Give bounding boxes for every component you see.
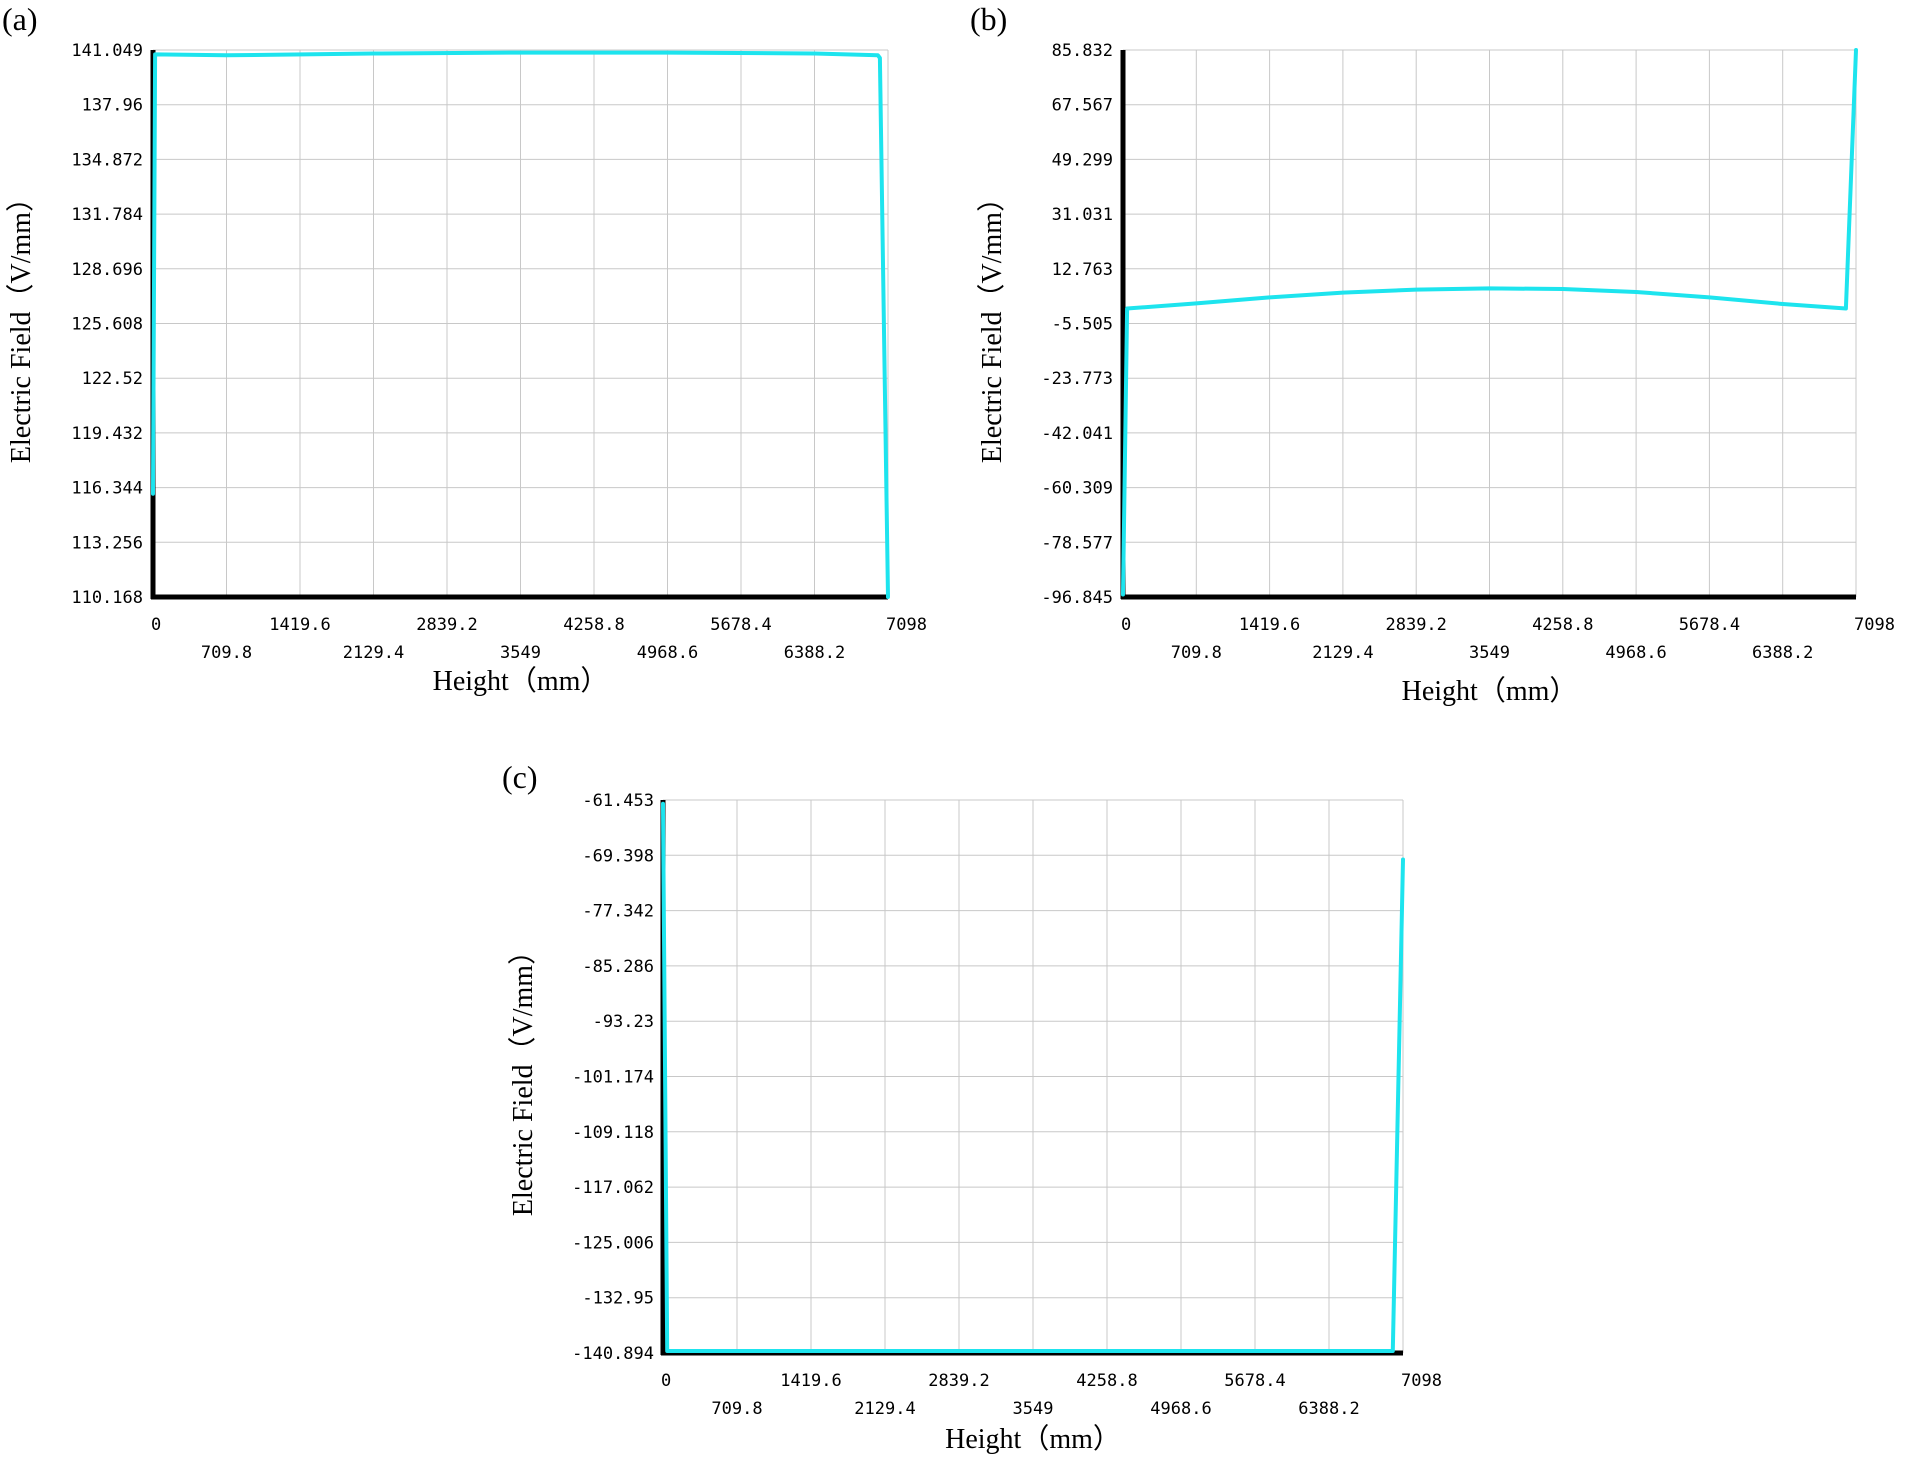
y-tick-label: -85.286 xyxy=(582,957,654,977)
x-tick-label: 4968.6 xyxy=(637,643,698,663)
series-line xyxy=(1121,48,1858,597)
y-tick-label: 131.784 xyxy=(71,205,143,225)
y-tick-label: 12.763 xyxy=(1052,260,1113,280)
y-tick-label: 85.832 xyxy=(1052,41,1113,61)
x-tick-label: 1419.6 xyxy=(1239,615,1300,635)
y-tick-label: -140.894 xyxy=(572,1344,654,1364)
y-tick-label: -117.062 xyxy=(572,1178,654,1198)
x-tick-label: 7098 xyxy=(1854,615,1895,635)
x-tick-label: 3549 xyxy=(1013,1399,1054,1419)
y-tick-label: -93.23 xyxy=(593,1012,654,1032)
y-tick-label: -132.95 xyxy=(582,1289,654,1309)
y-tick-label: -101.174 xyxy=(572,1068,654,1088)
x-tick-label: 3549 xyxy=(500,643,541,663)
y-tick-label: 137.96 xyxy=(82,96,143,116)
y-tick-label: -42.041 xyxy=(1041,424,1113,444)
y-tick-label: 141.049 xyxy=(71,41,143,61)
x-tick-label: 5678.4 xyxy=(710,615,771,635)
y-tick-label: 128.696 xyxy=(71,260,143,280)
series-line xyxy=(661,801,1405,1353)
x-tick-label: 0 xyxy=(661,1371,671,1391)
x-tick-label: 2129.4 xyxy=(854,1399,915,1419)
x-tick-label: 5678.4 xyxy=(1679,615,1740,635)
x-tick-label: 0 xyxy=(151,615,161,635)
x-tick-label: 1419.6 xyxy=(269,615,330,635)
x-tick-label: 0 xyxy=(1121,615,1131,635)
y-tick-label: 134.872 xyxy=(71,150,143,170)
series-line xyxy=(151,50,890,599)
y-tick-label: -78.577 xyxy=(1041,533,1113,553)
y-tick-label: -96.845 xyxy=(1041,588,1113,608)
chart-panel-a: (a) 141.049 137.96 134.872 131.784 128.696 125… xyxy=(2,1,927,697)
y-tick-label: 110.168 xyxy=(71,588,143,608)
x-tick-label: 4258.8 xyxy=(1076,1371,1137,1391)
x-tick-label: 6388.2 xyxy=(1752,643,1813,663)
x-tick-label: 2129.4 xyxy=(1312,643,1373,663)
x-axis-title: Height（mm） xyxy=(1402,675,1578,707)
chart-panel-c: (c) -61.453 -69.398 -77.342 -85.286 -93.23 -10… xyxy=(502,759,1442,1455)
y-axis-title: Electric Field（V/mm） xyxy=(5,184,37,463)
x-tick-label: 709.8 xyxy=(711,1399,762,1419)
y-tick-label: -77.342 xyxy=(582,902,654,922)
y-tick-label: -109.118 xyxy=(572,1123,654,1143)
x-tick-label: 4968.6 xyxy=(1150,1399,1211,1419)
y-tick-label: 125.608 xyxy=(71,315,143,335)
x-tick-label: 2839.2 xyxy=(416,615,477,635)
y-tick-label: 113.256 xyxy=(71,533,143,553)
y-tick-label: 116.344 xyxy=(71,479,143,499)
y-tick-label: -61.453 xyxy=(582,791,654,811)
x-tick-label: 4258.8 xyxy=(1532,615,1593,635)
y-tick-label: 49.299 xyxy=(1052,150,1113,170)
x-axis-title: Height（mm） xyxy=(433,665,609,697)
x-tick-label: 7098 xyxy=(1401,1371,1442,1391)
y-tick-label: -23.773 xyxy=(1041,369,1113,389)
x-tick-label: 2839.2 xyxy=(928,1371,989,1391)
x-axis-title: Height（mm） xyxy=(945,1423,1121,1455)
x-tick-label: 6388.2 xyxy=(784,643,845,663)
y-tick-label: -60.309 xyxy=(1041,479,1113,499)
panel-label: (c) xyxy=(502,759,538,795)
x-tick-label: 5678.4 xyxy=(1224,1371,1285,1391)
y-tick-label: 119.432 xyxy=(71,424,143,444)
panel-label: (b) xyxy=(970,1,1007,37)
x-tick-label: 1419.6 xyxy=(780,1371,841,1391)
y-tick-label: -69.398 xyxy=(582,846,654,866)
x-tick-label: 6388.2 xyxy=(1298,1399,1359,1419)
x-tick-label: 2839.2 xyxy=(1385,615,1446,635)
x-tick-label: 709.8 xyxy=(1171,643,1222,663)
y-tick-label: 31.031 xyxy=(1052,205,1113,225)
y-tick-label: -125.006 xyxy=(572,1233,654,1253)
x-tick-label: 4968.6 xyxy=(1605,643,1666,663)
chart-panel-b: (b) 85.832 67.567 49.299 31.031 12.763 -5.505 -… xyxy=(970,1,1895,707)
x-tick-label: 7098 xyxy=(886,615,927,635)
x-tick-label: 4258.8 xyxy=(563,615,624,635)
y-axis-title: Electric Field（V/mm） xyxy=(507,937,539,1216)
y-axis-title: Electric Field（V/mm） xyxy=(976,184,1008,463)
y-tick-label: -5.505 xyxy=(1052,315,1113,335)
x-tick-label: 2129.4 xyxy=(343,643,404,663)
y-tick-label: 122.52 xyxy=(82,369,143,389)
x-tick-label: 709.8 xyxy=(201,643,252,663)
panel-label: (a) xyxy=(2,1,38,37)
y-tick-label: 67.567 xyxy=(1052,96,1113,116)
x-tick-label: 3549 xyxy=(1469,643,1510,663)
